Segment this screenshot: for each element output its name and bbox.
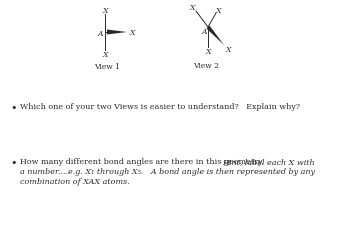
Text: X: X — [189, 4, 195, 12]
Text: A: A — [97, 30, 103, 38]
Text: X: X — [129, 29, 135, 37]
Text: View 1: View 1 — [94, 63, 120, 71]
Text: combination of XAX atoms.: combination of XAX atoms. — [20, 177, 130, 185]
Text: a number....e.g. X₁ through X₅.   A bond angle is then represented by any: a number....e.g. X₁ through X₅. A bond a… — [20, 167, 315, 175]
Text: Hint, label each X with: Hint, label each X with — [223, 157, 315, 165]
Text: X: X — [215, 7, 221, 15]
Text: A: A — [201, 28, 207, 36]
Text: X: X — [225, 46, 231, 54]
Text: •: • — [10, 157, 16, 167]
Polygon shape — [107, 30, 127, 35]
Text: X: X — [205, 48, 211, 56]
Text: Which one of your two Views is easier to understand?   Explain why?: Which one of your two Views is easier to… — [20, 103, 300, 111]
Text: •: • — [10, 103, 16, 112]
Text: How many different bond angles are there in this geometry.: How many different bond angles are there… — [20, 157, 272, 165]
Text: View 2: View 2 — [193, 62, 219, 70]
Text: X: X — [102, 51, 108, 59]
Text: X: X — [102, 7, 108, 15]
Polygon shape — [206, 26, 224, 46]
